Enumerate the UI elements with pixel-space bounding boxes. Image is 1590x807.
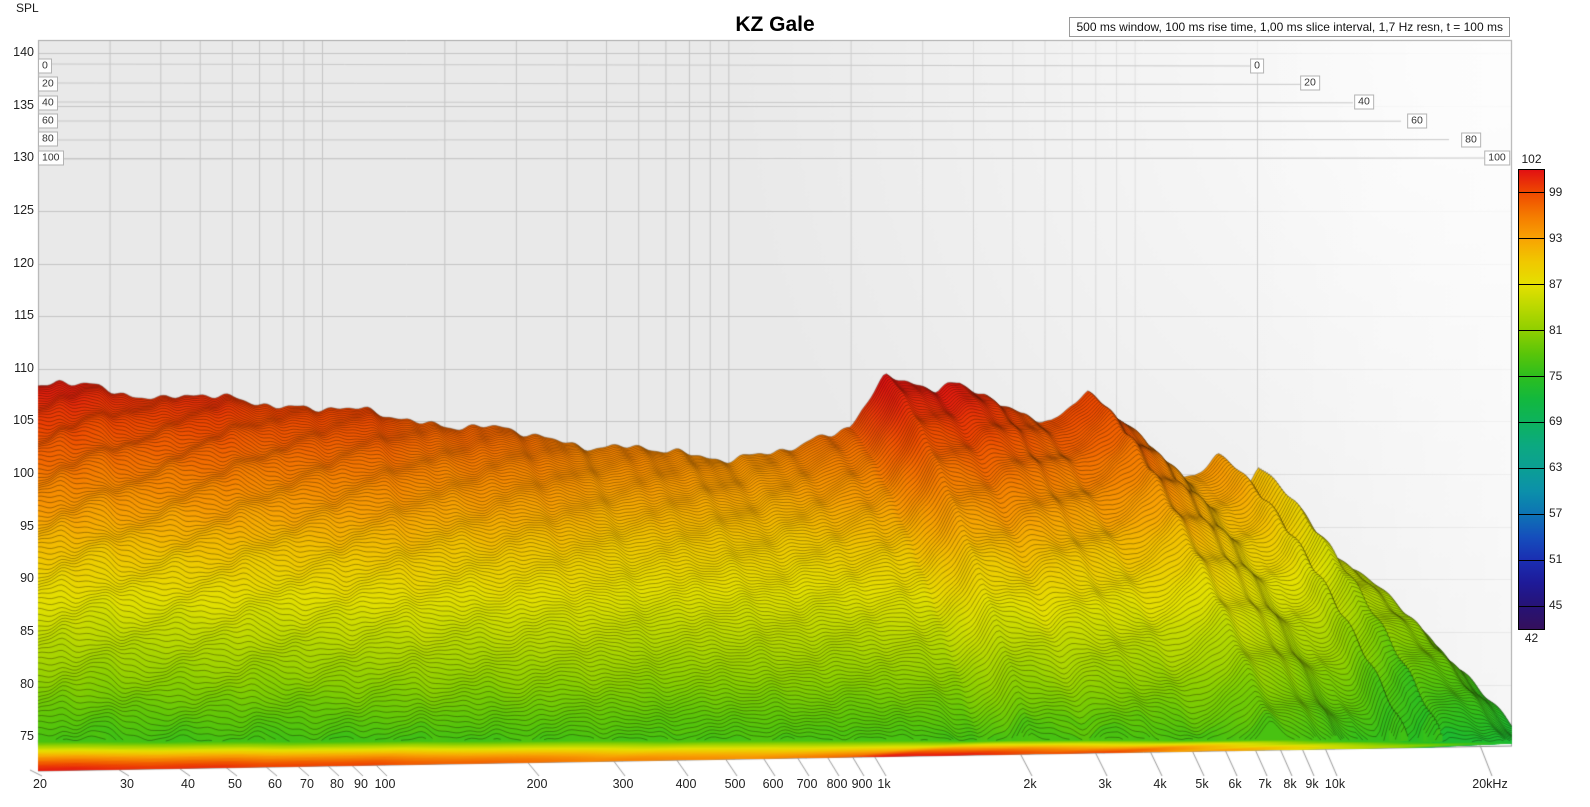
freq-tick-label: 90 bbox=[354, 777, 368, 791]
spl-tick-label: 75 bbox=[20, 729, 34, 744]
freq-tick-label: 70 bbox=[300, 777, 314, 791]
spl-tick-label: 90 bbox=[20, 571, 34, 586]
freq-tick-label: 600 bbox=[762, 777, 784, 791]
freq-tick-label: 5k bbox=[1195, 777, 1209, 791]
time-tick-label-left: 0 bbox=[38, 58, 52, 74]
colorbar-tick-label: 93 bbox=[1549, 230, 1563, 245]
time-tick-label-left: 60 bbox=[38, 113, 58, 129]
freq-tick-label: 50 bbox=[228, 777, 242, 791]
colorbar-tick-label: 63 bbox=[1549, 460, 1563, 475]
spl-tick-label: 125 bbox=[13, 202, 34, 217]
spl-tick-label: 115 bbox=[14, 308, 34, 323]
freq-tick-label: 6k bbox=[1228, 777, 1242, 791]
spl-tick-label: 130 bbox=[13, 150, 34, 165]
freq-tick-label: 100 bbox=[374, 777, 396, 791]
colorbar-tick-label: 45 bbox=[1549, 598, 1563, 613]
spl-tick-label: 100 bbox=[13, 466, 34, 481]
freq-tick-label: 700 bbox=[796, 777, 818, 791]
time-tick-label-right: 60 bbox=[1407, 113, 1427, 129]
freq-tick-label: 300 bbox=[612, 777, 634, 791]
time-tick-label-left: 80 bbox=[38, 131, 58, 147]
time-tick-label-left: 20 bbox=[38, 76, 58, 92]
freq-tick-label: 8k bbox=[1283, 777, 1297, 791]
colorbar bbox=[1518, 169, 1545, 630]
freq-tick-label: 20kHz bbox=[1472, 777, 1508, 791]
colorbar-tick-line bbox=[1519, 192, 1544, 194]
colorbar-tick-line bbox=[1519, 421, 1544, 423]
colorbar-max-label: 102 bbox=[1521, 152, 1542, 166]
spl-tick-label: 105 bbox=[13, 413, 34, 428]
time-tick-label-right: 100 bbox=[1484, 150, 1510, 166]
freq-tick-label: 4k bbox=[1153, 777, 1167, 791]
freq-tick-label: 80 bbox=[330, 777, 344, 791]
freq-tick-label: 800 bbox=[826, 777, 848, 791]
window-settings-annotation: 500 ms window, 100 ms rise time, 1,00 ms… bbox=[1069, 17, 1510, 37]
colorbar-tick-line bbox=[1519, 559, 1544, 561]
colorbar-tick-line bbox=[1519, 238, 1544, 240]
colorbar-tick-label: 51 bbox=[1549, 552, 1563, 567]
colorbar-tick-line bbox=[1519, 467, 1544, 469]
spl-tick-label: 85 bbox=[20, 623, 34, 638]
colorbar-tick-line bbox=[1519, 605, 1544, 607]
freq-tick-label: 3k bbox=[1098, 777, 1112, 791]
spl-tick-label: 95 bbox=[20, 518, 34, 533]
freq-tick-label: 200 bbox=[526, 777, 548, 791]
freq-tick-label: 20 bbox=[33, 777, 47, 791]
freq-tick-label: 10k bbox=[1324, 777, 1346, 791]
freq-tick-label: 1k bbox=[877, 777, 891, 791]
colorbar-tick-line bbox=[1519, 513, 1544, 515]
time-tick-label-right: 0 bbox=[1250, 58, 1264, 74]
time-tick-label-left: 40 bbox=[38, 95, 58, 111]
time-tick-label-right: 40 bbox=[1354, 94, 1374, 110]
colorbar-tick-line bbox=[1519, 376, 1544, 378]
page-title: KZ Gale bbox=[735, 13, 815, 36]
colorbar-tick-label: 75 bbox=[1549, 368, 1563, 383]
time-tick-label-right: 20 bbox=[1300, 75, 1320, 91]
freq-tick-label: 9k bbox=[1305, 777, 1319, 791]
spl-axis-title: SPL bbox=[16, 1, 39, 15]
colorbar-min-label: 42 bbox=[1524, 631, 1539, 645]
time-tick-label-left: 100 bbox=[38, 150, 64, 166]
colorbar-tick-label: 57 bbox=[1549, 506, 1563, 521]
freq-tick-label: 400 bbox=[675, 777, 697, 791]
freq-tick-label: 30 bbox=[120, 777, 134, 791]
time-tick-label-right: 80 bbox=[1461, 132, 1481, 148]
freq-tick-label: 7k bbox=[1258, 777, 1272, 791]
spl-tick-label: 140 bbox=[13, 45, 34, 59]
freq-tick-label: 40 bbox=[181, 777, 195, 791]
colorbar-tick-line bbox=[1519, 284, 1544, 286]
spl-tick-label: 110 bbox=[14, 360, 34, 375]
spl-tick-label: 80 bbox=[20, 676, 34, 691]
colorbar-tick-label: 99 bbox=[1549, 184, 1563, 199]
freq-tick-label: 500 bbox=[724, 777, 746, 791]
freq-tick-label: 900 bbox=[851, 777, 873, 791]
colorbar-tick-line bbox=[1519, 330, 1544, 332]
spl-tick-label: 120 bbox=[13, 255, 34, 270]
freq-tick-label: 2k bbox=[1023, 777, 1037, 791]
colorbar-tick-label: 69 bbox=[1549, 414, 1563, 429]
freq-tick-label: 60 bbox=[268, 777, 282, 791]
colorbar-tick-label: 87 bbox=[1549, 276, 1563, 291]
colorbar-tick-label: 81 bbox=[1549, 322, 1563, 337]
spl-tick-label: 135 bbox=[13, 97, 34, 112]
